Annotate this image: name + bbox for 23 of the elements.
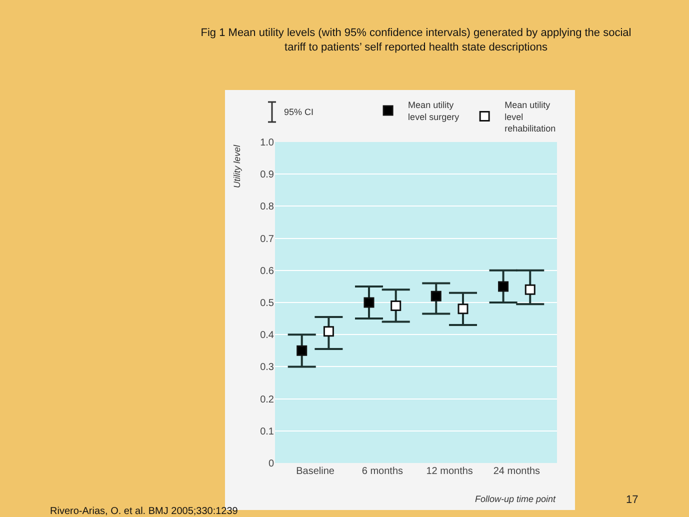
y-tick-label: 0.2 [260, 394, 274, 406]
y-tick-label: 0.3 [260, 362, 274, 374]
text: Rivero-Arias, O. et al. BMJ 2005;330:1239 [50, 506, 238, 517]
x-tick-label: 6 months [362, 466, 403, 477]
chart-title: Fig 1 Mean utility levels (with 95% confidence intervals) generated by applying the social tariff to patients’ self reported health state descriptions [200, 27, 632, 54]
y-axis-title: Utility level [232, 144, 242, 188]
x-axis-title: Follow-up time point [475, 494, 556, 504]
y-tick-label: 0.9 [260, 170, 274, 181]
y-tick-label: 0 [268, 458, 274, 470]
text: 17 [626, 494, 638, 506]
y-tick-label: 0.1 [260, 426, 274, 438]
x-tick-label: 12 months [426, 466, 473, 477]
y-tick-label: 1.0 [260, 138, 274, 148]
y-tick-label: 0.6 [260, 266, 274, 277]
y-tick-label: 0.7 [260, 234, 274, 245]
y-tick-label: 0.8 [260, 202, 274, 213]
y-tick-label: 0.4 [260, 330, 274, 342]
legend-label: Mean utility level surgery [408, 100, 460, 122]
text: 95% CI [284, 107, 314, 117]
y-tick-label: 0.5 [260, 298, 274, 309]
legend-label: Mean utility level rehabilitation [504, 100, 556, 134]
x-tick-label: Baseline [296, 466, 335, 477]
x-tick-label: 24 months [493, 466, 540, 477]
